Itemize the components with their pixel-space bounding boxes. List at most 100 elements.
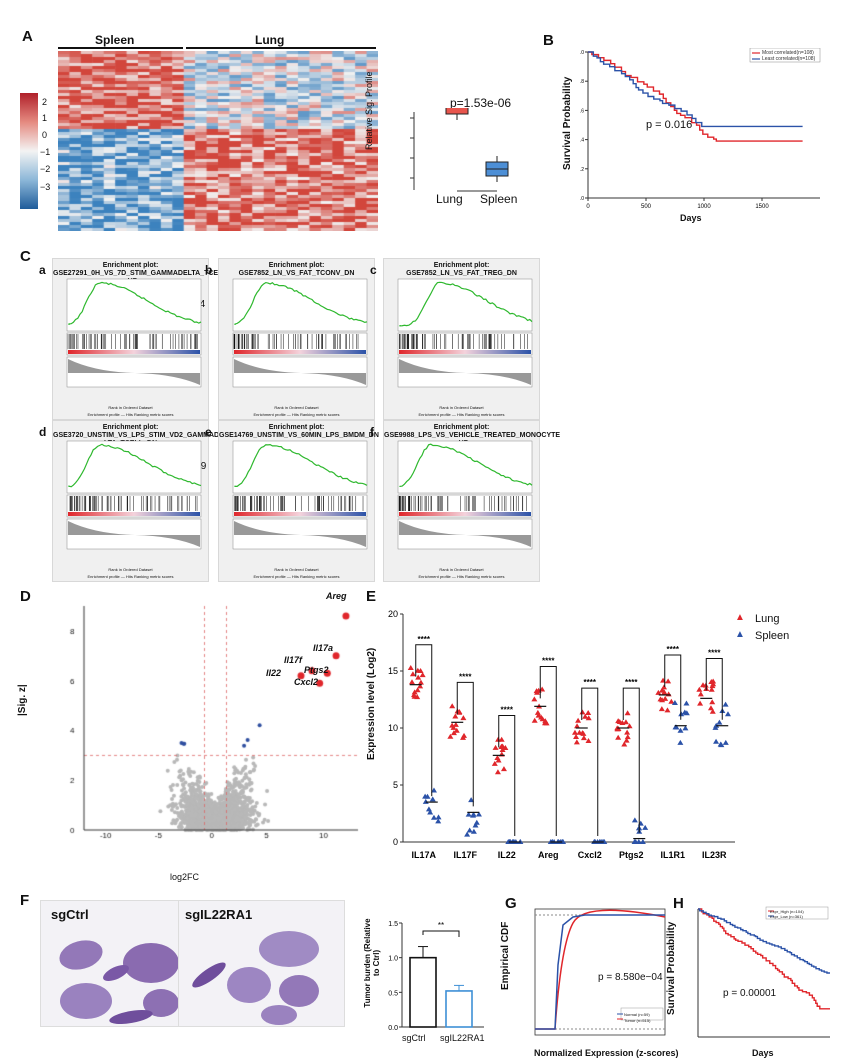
boxplot-cat-spleen: Spleen — [480, 192, 518, 206]
e-spleen-point — [683, 700, 690, 706]
e-spleen-point — [712, 724, 719, 730]
gsea-metric-fill — [399, 521, 531, 547]
b-ytick-label: 0.8 — [580, 79, 584, 85]
gsea-title: Enrichment plot: GSE14769_UNSTIM_VS_60MI… — [219, 424, 379, 439]
e-spleen-point — [682, 725, 689, 731]
e-lung-point — [542, 718, 549, 724]
e-spleen-point — [464, 831, 471, 837]
e-lung-point — [585, 738, 592, 744]
e-lung-point — [407, 664, 414, 670]
g-normal-curve — [535, 914, 665, 1030]
cdf-chart — [534, 908, 666, 1036]
e-spleen-point — [473, 819, 480, 825]
e-lung-point — [659, 687, 666, 693]
g-legend-normal: Normal (n=59) — [624, 1012, 650, 1017]
b-curve-least — [588, 51, 803, 128]
gsea-es-curve — [399, 443, 533, 487]
e-lung-point — [500, 766, 507, 772]
gsea-es-frame — [66, 278, 202, 332]
f-sig-stars: ** — [438, 921, 444, 930]
gsea-es-frame — [66, 440, 202, 494]
gsea-legend: Enrichment profile — Hits Ranking metric… — [418, 574, 505, 579]
gsea-plot-a: a Enrichment plot: GSE27291_0H_VS_7D_STIM… — [39, 258, 227, 420]
e-lung-point — [415, 674, 422, 680]
colorbar-tick: −1 — [40, 147, 51, 157]
e-lung-point — [579, 709, 586, 715]
e-lung-point — [697, 691, 704, 697]
e-lung-point — [662, 695, 669, 701]
b-legend-most: Most correlated(n=108) — [762, 50, 814, 56]
gsea-svg — [232, 278, 368, 388]
gene-label-ptgs2: Ptgs2 — [304, 665, 329, 675]
gsea-legend: Enrichment profile — Hits Ranking metric… — [418, 412, 505, 417]
e-spleen-point — [681, 709, 688, 715]
gsea-title: Enrichment plot: GSE7852_LN_VS_FAT_TREG_… — [406, 262, 517, 277]
e-spleen-point — [677, 727, 684, 733]
e-sig-bracket — [581, 687, 599, 836]
e-sig-stars: **** — [708, 648, 721, 657]
e-lung-point — [411, 689, 418, 695]
b-curve-most — [588, 51, 803, 142]
e-spleen-point — [470, 812, 477, 818]
e-spleen-point — [637, 820, 644, 826]
gsea-rank-gradient — [68, 512, 200, 516]
e-category-label: Areg — [538, 850, 559, 860]
gsea-xlabel: Rank in Ordered Dataset — [439, 405, 484, 410]
image-label-sgctrl: sgCtrl — [51, 907, 89, 922]
e-lung-point — [452, 713, 459, 719]
e-lung-point — [456, 708, 463, 714]
b-ylabel: Survival Probability — [562, 76, 573, 170]
gsea-es-frame — [397, 278, 533, 332]
h-curve-high — [698, 908, 830, 1010]
e-lung-point — [665, 678, 672, 684]
legend-marker-spleen: ▲ — [735, 629, 745, 640]
e-spleen-point — [631, 817, 638, 823]
legend-label-lung: Lung — [755, 613, 780, 625]
legend-marker-lung: ▲ — [735, 612, 745, 623]
gsea-xlabel: Rank in Ordered Dataset — [108, 567, 153, 572]
e-lung-point — [498, 743, 505, 749]
b-legend-box — [749, 48, 821, 63]
expression-heatmap — [58, 51, 378, 231]
e-lung-point — [575, 717, 582, 723]
e-spleen-point — [722, 739, 729, 745]
e-lung-point — [659, 697, 666, 703]
e-lung-point — [621, 741, 628, 747]
gsea-title: Enrichment plot: GSE7852_LN_VS_FAT_TCONV… — [238, 262, 355, 277]
e-sig-bracket — [664, 654, 682, 720]
e-category-label: Cxcl2 — [578, 850, 602, 860]
gsea-tag: e — [205, 425, 212, 439]
gene-label-il22: Il22 — [266, 668, 282, 678]
gsea-xlabel: Rank in Ordered Dataset — [439, 567, 484, 572]
gsea-plot-d: d Enrichment plot: GSE3720_UNSTIM_VS_LPS_… — [39, 420, 224, 582]
e-sig-stars: **** — [501, 705, 514, 714]
f-bar — [409, 956, 437, 1028]
e-spleen-point — [430, 814, 437, 820]
gsea-tag: c — [370, 263, 377, 277]
e-lung-point — [573, 739, 580, 745]
e-lung-point — [450, 730, 457, 736]
gene-label-cxcl2: Cxcl2 — [294, 677, 319, 687]
panel-letter-g: G — [505, 895, 517, 912]
image-label-sgil22ra1: sgIL22RA1 — [185, 907, 253, 922]
tissue-image-sgil22ra1: sgIL22RA1 — [178, 900, 345, 1027]
e-lung-point — [411, 693, 418, 699]
gsea-xlabel: Rank in Ordered Dataset — [108, 405, 153, 410]
g-tumor-curve — [535, 909, 666, 1030]
e-category-label: IL17A — [411, 850, 436, 860]
b-ytick-label: 0.2 — [580, 167, 584, 173]
gsea-hits-frame — [66, 332, 202, 356]
e-lung-point — [491, 760, 498, 766]
e-spleen-point — [713, 738, 720, 744]
e-category-label: Ptgs2 — [619, 850, 644, 860]
gsea-xlabel: Rank in Ordered Dataset — [274, 405, 319, 410]
gsea-es-curve — [234, 443, 368, 488]
gene-label-il17a: Il17a — [313, 643, 334, 653]
gene-label-il17f: Il17f — [284, 655, 303, 665]
f-sig-bracket — [422, 930, 460, 937]
gsea-hits-frame — [397, 332, 533, 356]
gsea-metric-fill — [68, 359, 200, 385]
e-lung-point — [417, 679, 424, 685]
e-spleen-point — [642, 824, 649, 830]
gsea-es-frame — [232, 278, 368, 332]
